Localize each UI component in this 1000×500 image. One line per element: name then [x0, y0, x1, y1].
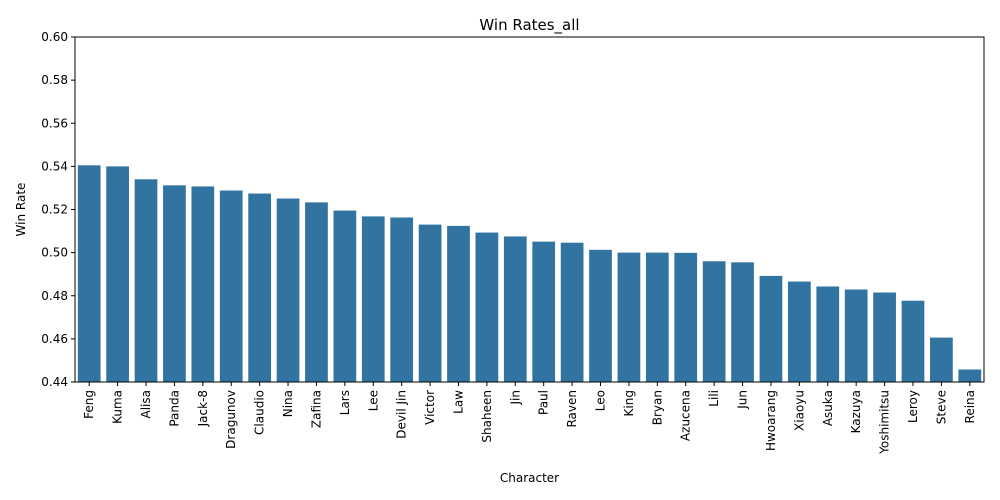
bar-jin	[503, 236, 527, 382]
bar-leo	[589, 249, 612, 382]
x-tick-label: Yoshimitsu	[878, 390, 892, 455]
x-tick-label: Victor	[423, 390, 437, 425]
x-tick-label: Feng	[82, 390, 96, 419]
bar-king	[617, 252, 641, 382]
bar-lili	[702, 261, 726, 382]
bar-reina	[958, 369, 982, 382]
y-tick-label: 0.58	[41, 73, 68, 87]
x-tick-label: Reina	[963, 390, 977, 423]
plot-frame	[74, 36, 985, 383]
x-tick-label: Kuma	[111, 390, 125, 424]
bar-raven	[560, 242, 584, 382]
x-tick-label: Steve	[934, 390, 948, 424]
bar-yoshimitsu	[873, 292, 896, 382]
y-tick-label: 0.46	[41, 332, 68, 346]
x-tick-label: King	[622, 390, 636, 416]
bar-victor	[418, 224, 442, 382]
x-tick-label: Lars	[338, 390, 352, 415]
bar-shaheen	[475, 232, 499, 382]
bar-lee	[361, 216, 385, 382]
x-tick-label: Alisa	[139, 390, 153, 418]
bar-alisa	[134, 179, 158, 382]
bars-group	[77, 165, 982, 382]
bar-steve	[930, 337, 953, 382]
x-tick-label: Paul	[537, 390, 551, 415]
bar-jack-8	[191, 186, 215, 382]
bar-dragunov	[219, 190, 243, 382]
bar-leroy	[901, 300, 925, 382]
bar-kazuya	[844, 289, 868, 382]
x-tick-label: Kazuya	[849, 390, 863, 433]
bar-paul	[532, 241, 556, 382]
bar-law	[447, 225, 470, 382]
x-tick-label: Shaheen	[480, 390, 494, 443]
bar-kuma	[106, 166, 129, 382]
bar-devil-jin	[390, 217, 414, 382]
y-axis: 0.44 0.46 0.48 0.50 0.52 0.54 0.56 0.58 0.60	[41, 30, 75, 389]
x-tick-label: Xiaoyu	[792, 390, 806, 431]
y-tick-label: 0.50	[41, 246, 68, 260]
x-tick-label: Leroy	[906, 390, 920, 423]
x-tick-label: Dragunov	[224, 390, 238, 449]
bar-bryan	[645, 252, 669, 382]
y-tick-label: 0.44	[41, 375, 68, 389]
x-tick-label: Hwoarang	[764, 390, 778, 451]
bar-azucena	[674, 252, 698, 382]
x-tick-label: Azucena	[679, 390, 693, 441]
x-tick-label: Devil Jin	[395, 390, 409, 439]
bar-feng	[77, 165, 101, 382]
bar-nina	[276, 198, 300, 382]
bar-panda	[163, 185, 186, 382]
x-axis: Feng Kuma Alisa Panda Jack-8 Dragunov Claudio N…	[82, 382, 977, 455]
y-axis-label: Win Rate	[14, 183, 28, 237]
x-tick-label: Bryan	[650, 390, 664, 425]
y-tick-label: 0.52	[41, 203, 68, 217]
bar-hwoarang	[759, 275, 783, 382]
x-tick-label: Leo	[594, 390, 608, 411]
bar-claudio	[248, 193, 272, 382]
x-tick-label: Panda	[167, 390, 181, 427]
bar-asuka	[816, 286, 840, 382]
x-tick-label: Jack-8	[196, 390, 210, 427]
chart-title: Win Rates_all	[479, 16, 579, 35]
x-tick-label: Raven	[565, 390, 579, 428]
x-tick-label: Nina	[281, 390, 295, 417]
y-tick-label: 0.56	[41, 116, 68, 130]
x-tick-label: Jin	[508, 390, 522, 405]
y-tick-label: 0.54	[41, 159, 68, 173]
bar-jun	[731, 262, 754, 382]
x-tick-label: Lee	[366, 390, 380, 411]
x-tick-label: Zafina	[309, 390, 323, 428]
x-tick-label: Jun	[736, 390, 750, 410]
x-tick-label: Lili	[707, 390, 721, 407]
y-tick-label: 0.60	[41, 30, 68, 44]
x-tick-label: Law	[451, 390, 465, 414]
x-tick-label: Asuka	[821, 390, 835, 426]
x-tick-label: Claudio	[253, 390, 267, 435]
y-tick-label: 0.48	[41, 289, 68, 303]
bar-xiaoyu	[788, 281, 811, 382]
bar-zafina	[305, 202, 328, 382]
bar-lars	[333, 210, 357, 382]
x-axis-label: Character	[500, 471, 559, 485]
